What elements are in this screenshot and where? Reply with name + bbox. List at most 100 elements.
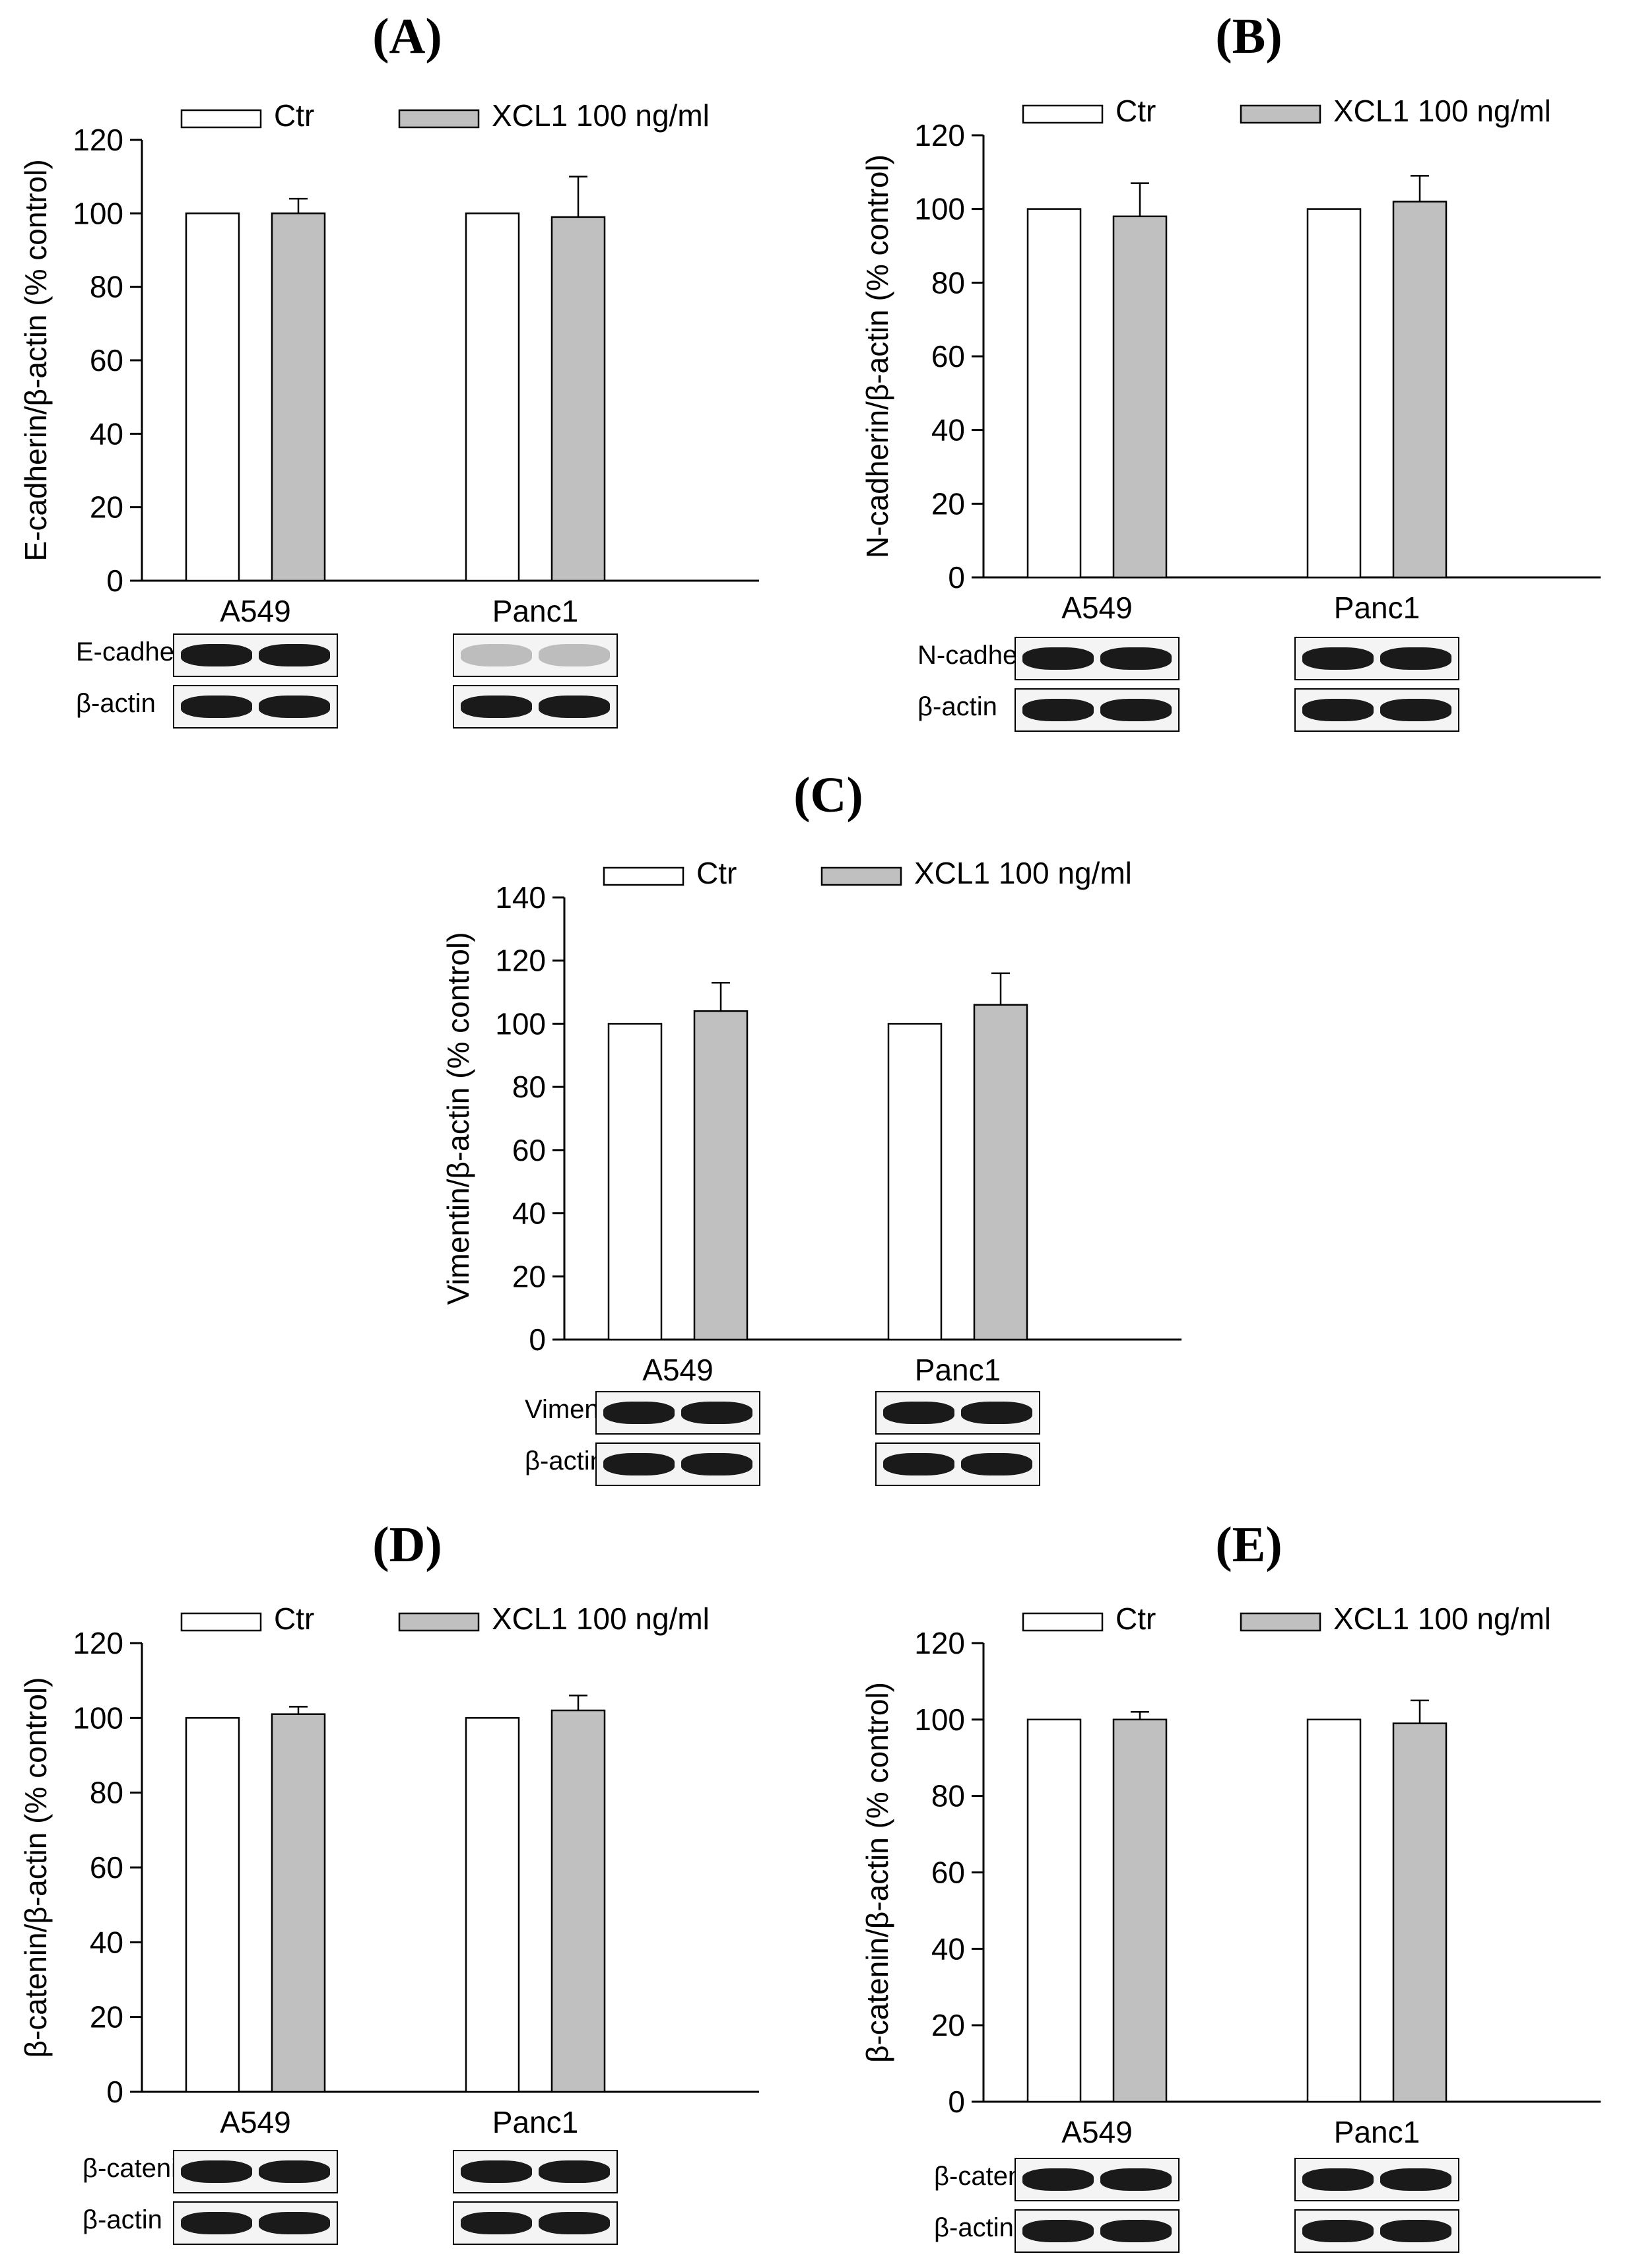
blot-band	[1302, 647, 1374, 670]
legend-label-xcl1: XCL1 100 ng/ml	[1333, 94, 1551, 128]
chart-panel-c: 0 20 40 60 80 100 120 140 Vimentin/β-actin (% co…	[441, 856, 1182, 1387]
bar-xcl1-a549	[693, 1010, 749, 1341]
bar-ctr-a549	[1026, 208, 1082, 579]
y-tick-label: 100	[73, 196, 123, 230]
x-category-label: Panc1	[915, 1353, 1001, 1387]
bar-ctr-a549	[185, 212, 240, 582]
blot-band	[259, 2160, 330, 2183]
bar-xcl1-panc1	[1392, 201, 1448, 579]
blot-band	[1302, 699, 1374, 721]
blot-band	[181, 2160, 252, 2183]
y-tick-label: 100	[914, 1702, 965, 1737]
legend-swatch-xcl1	[820, 866, 902, 886]
y-tick-label: 80	[512, 1070, 546, 1104]
y-tick-label: 60	[90, 1850, 123, 1885]
y-tick-label: 0	[529, 1322, 546, 1357]
bar-xcl1-panc1	[550, 1709, 606, 2093]
legend-label-ctr: Ctr	[274, 98, 314, 133]
bar-ctr-panc1	[1306, 208, 1362, 579]
y-tick-label: 20	[90, 2000, 123, 2034]
bar-xcl1-panc1	[973, 1004, 1028, 1341]
blot-band	[461, 644, 532, 666]
blot-band	[539, 696, 610, 718]
bar-ctr-panc1	[465, 1717, 520, 2093]
x-category-label: A549	[1061, 591, 1132, 625]
y-tick-label: 120	[73, 123, 123, 157]
y-tick-label: 140	[495, 880, 546, 915]
blot-band	[461, 2160, 532, 2183]
y-tick-label: 40	[90, 416, 123, 451]
y-axis-title: β-catenin/β-actin (% control)	[18, 1677, 53, 2058]
legend-label-xcl1: XCL1 100 ng/ml	[492, 1602, 710, 1636]
blot-band	[1380, 2220, 1451, 2242]
blot-band	[259, 696, 330, 718]
x-category-label: Panc1	[1334, 2115, 1420, 2149]
bar-ctr-panc1	[465, 212, 520, 582]
legend-label-ctr: Ctr	[1115, 1602, 1156, 1636]
blot-band	[539, 2160, 610, 2183]
blot-band	[1022, 2220, 1094, 2242]
y-axis-title: E-cadherin/β-actin (% control)	[18, 159, 53, 561]
blot-band	[259, 2212, 330, 2234]
y-axis-title: N-cadherin/β-actin (% control)	[860, 154, 894, 558]
bar-xcl1-a549	[1112, 1718, 1168, 2103]
blot-band	[681, 1402, 752, 1424]
y-tick-label: 120	[495, 944, 546, 978]
y-tick-label: 120	[914, 1626, 965, 1660]
blot-band	[681, 1453, 752, 1475]
legend-swatch-ctr	[180, 1612, 262, 1632]
y-tick-label: 0	[948, 560, 965, 595]
legend-swatch-xcl1	[1240, 1612, 1321, 1632]
blot-band	[1380, 2168, 1451, 2191]
chart-panel-d: 0 20 40 60 80 100 120 β-catenin/β-actin (% cont…	[18, 1602, 759, 2139]
bar-ctr-a549	[607, 1023, 663, 1341]
blot-band	[1100, 699, 1172, 721]
x-category-label: A549	[220, 594, 290, 628]
chart-panel-b: 0 20 40 60 80 100 120 N-cadherin/β-actin (% con…	[860, 94, 1601, 625]
blot-band	[539, 2212, 610, 2234]
panel-c-letter: (C)	[793, 767, 863, 823]
bar-xcl1-panc1	[550, 216, 606, 582]
y-tick-label: 20	[931, 486, 965, 521]
bar-ctr-panc1	[1306, 1718, 1362, 2103]
y-tick-label: 0	[106, 564, 123, 598]
bar-ctr-panc1	[887, 1023, 943, 1341]
blot-band	[181, 696, 252, 718]
x-category-label: Panc1	[492, 2105, 578, 2139]
legend-label-xcl1: XCL1 100 ng/ml	[1333, 1602, 1551, 1636]
y-tick-label: 0	[948, 2085, 965, 2119]
legend-swatch-ctr	[1022, 104, 1104, 124]
blot-band	[883, 1453, 954, 1475]
blot-band	[181, 2212, 252, 2234]
legend-swatch-ctr	[180, 109, 262, 129]
y-tick-label: 20	[512, 1259, 546, 1293]
y-tick-label: 40	[90, 1925, 123, 1959]
blot-band	[461, 2212, 532, 2234]
bar-xcl1-a549	[271, 1713, 326, 2093]
blot-band	[961, 1453, 1032, 1475]
blot-label-loading: β-actin	[525, 1446, 605, 1475]
y-tick-label: 100	[495, 1006, 546, 1041]
legend-swatch-ctr	[1022, 1612, 1104, 1632]
blot-label-loading: β-actin	[76, 689, 156, 718]
y-tick-label: 80	[90, 1776, 123, 1810]
panel-a-letter: (A)	[372, 9, 442, 64]
y-tick-label: 40	[931, 413, 965, 447]
y-tick-label: 60	[90, 343, 123, 377]
y-tick-label: 100	[73, 1701, 123, 1735]
x-category-label: A549	[1061, 2115, 1132, 2149]
bar-xcl1-a549	[1112, 215, 1168, 579]
blot-band	[259, 644, 330, 666]
panel-e-letter: (E)	[1215, 1517, 1282, 1572]
legend-label-ctr: Ctr	[696, 856, 737, 890]
blot-band	[1022, 647, 1094, 670]
blot-band	[1022, 699, 1094, 721]
legend-swatch-xcl1	[398, 1612, 480, 1632]
y-tick-label: 80	[90, 270, 123, 304]
chart-panel-a: 0 20 40 60 80 100 120 E-cadherin/β-actin (% con…	[18, 98, 759, 628]
bar-xcl1-panc1	[1392, 1722, 1448, 2103]
blot-band	[181, 644, 252, 666]
y-tick-label: 40	[931, 1931, 965, 1966]
y-tick-label: 40	[512, 1196, 546, 1231]
blot-band	[1380, 647, 1451, 670]
